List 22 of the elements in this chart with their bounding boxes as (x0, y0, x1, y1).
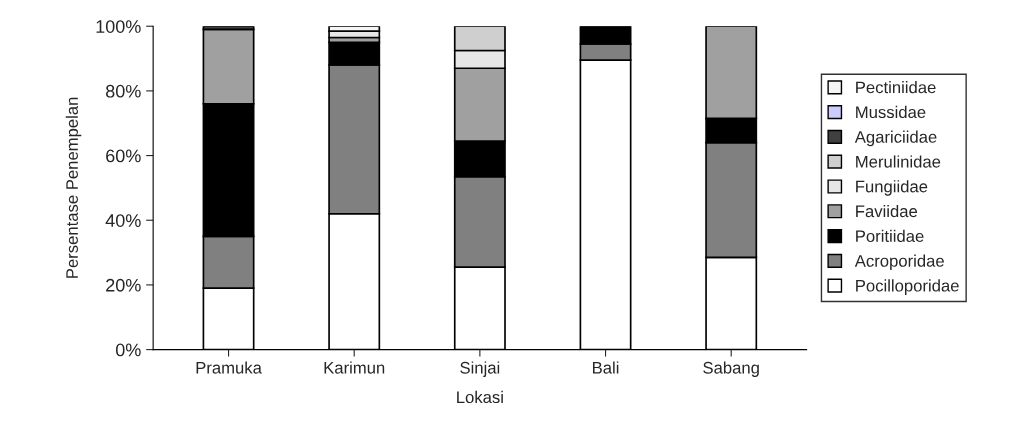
x-tick-label: Pramuka (196, 361, 262, 374)
legend-label: Pectiniidae (856, 81, 936, 94)
y-tick-label: 80% (105, 84, 141, 98)
y-tick-label: 40% (105, 214, 141, 227)
legend-label: Mussidae (856, 105, 926, 119)
legend-label: Pocilloporidae (856, 279, 959, 295)
y-tick-label: 20% (106, 278, 141, 292)
legend-label: Poritiidae (856, 229, 924, 243)
legend-label: Acroporidae (854, 254, 944, 271)
legend-label: Agariciidae (854, 130, 937, 147)
y-axis-title: Persentase Penempelan (65, 97, 82, 278)
legend-label: Faviidae (856, 204, 918, 218)
x-tick-label: Bali (593, 361, 619, 374)
x-tick-label: Sabang (703, 361, 759, 377)
y-tick-label: 0% (115, 343, 141, 357)
x-tick-label: Karimun (324, 361, 385, 374)
legend-label: Merulinidae (856, 155, 941, 168)
x-axis-title: Lokasi (457, 390, 503, 404)
y-tick-label: 60% (106, 149, 141, 163)
x-tick-label: Sinjai (460, 361, 500, 377)
y-tick-label: 100% (96, 20, 141, 33)
legend-label: Fungiidae (856, 180, 928, 196)
